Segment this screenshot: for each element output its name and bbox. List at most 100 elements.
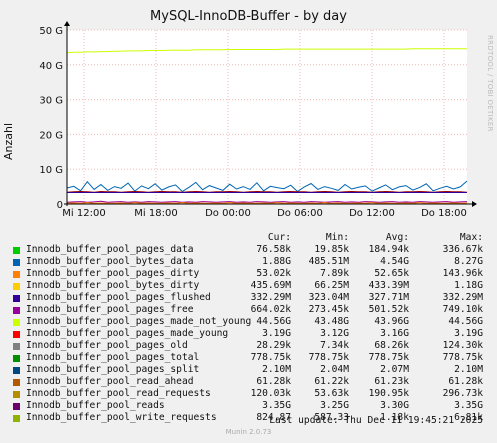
legend-cur: 3.35G (262, 400, 291, 411)
plot-background (67, 30, 467, 204)
legend-min: 7.89k (320, 268, 349, 279)
legend-cur: 664.02k (250, 304, 291, 315)
legend-swatch (13, 283, 20, 290)
x-tick-label: Do 12:00 (349, 208, 395, 219)
legend-row: Innodb_buffer_pool_pages_made_not_young 4… (0, 316, 497, 328)
legend-name: Innodb_buffer_pool_bytes_data (26, 256, 194, 267)
legend-cur: 120.03k (250, 388, 291, 399)
legend-avg: 433.39M (368, 280, 409, 291)
legend-cur: 3.19G (262, 328, 291, 339)
legend-row: Innodb_buffer_pool_write_requests 824.87 5… (0, 412, 497, 424)
y-tick-label: 50 G (39, 26, 63, 37)
x-tick-labels: Mi 12:00 Mi 18:00 Do 00:00 Do 06:00 Do 12:00… (62, 208, 467, 219)
x-tick-label: Do 18:00 (421, 208, 467, 219)
legend-min: 3.25G (320, 400, 349, 411)
legend-row: Innodb_buffer_pool_reads 3.35G 3.25G 3.30G 3… (0, 400, 497, 412)
legend-avg: 1.18k (380, 412, 409, 423)
legend-max: 143.96k (442, 268, 483, 279)
legend-row: Innodb_buffer_pool_pages_flushed 332.29M 3… (0, 292, 497, 304)
legend-max: 749.10k (442, 304, 483, 315)
legend-name: Innodb_buffer_pool_pages_dirty (26, 268, 200, 279)
header-min: Min: (325, 232, 349, 243)
legend-min: 323.04M (308, 292, 349, 303)
series-lines (66, 48, 468, 204)
legend-min: 2.04M (320, 364, 349, 375)
y-tick-labels: 0 10 G 20 G 30 G 40 G 50 G (39, 26, 63, 211)
legend-max: 778.75k (442, 352, 483, 363)
legend-swatch (13, 247, 20, 254)
legend-max: 61.28k (448, 376, 483, 387)
x-tick-label: Do 06:00 (277, 208, 323, 219)
rrdtool-watermark: RRDTOOL / TOBI OETIKER (486, 35, 494, 132)
legend-avg: 4.54G (380, 256, 409, 267)
legend-avg: 501.52k (368, 304, 409, 315)
legend-row: Innodb_buffer_pool_read_ahead 61.28k 61.22… (0, 376, 497, 388)
legend-table: Cur: Min: Avg: Max: Innodb_buffer_pool_p… (0, 232, 497, 424)
legend-max: 1.18G (454, 280, 483, 291)
legend-name: Innodb_buffer_pool_pages_old (26, 340, 188, 351)
legend-swatch (13, 295, 20, 302)
series-line (66, 202, 468, 204)
legend-name: Innodb_buffer_pool_reads (26, 400, 165, 411)
y-tick-label: 20 G (39, 130, 63, 141)
legend-max: 3.19G (454, 328, 483, 339)
y-tick-label: 30 G (39, 96, 63, 107)
legend-avg: 61.23k (374, 376, 409, 387)
legend-min: 66.25M (314, 280, 349, 291)
plot-area: 0 10 G 20 G 30 G 40 G 50 G Mi 12:00 Mi 18:00 Do… (39, 21, 477, 219)
legend-cur: 435.69M (250, 280, 291, 291)
series-line (66, 200, 468, 203)
legend-cur: 53.02k (256, 268, 291, 279)
series-line (66, 180, 468, 193)
legend-max: 44.56G (448, 316, 483, 327)
header-cur: Cur: (267, 232, 291, 243)
chart-title: MySQL-InnoDB-Buffer - by day (150, 9, 347, 24)
legend-min: 43.48G (314, 316, 349, 327)
legend-cur: 1.88G (262, 256, 291, 267)
legend-avg: 190.95k (368, 388, 409, 399)
legend-avg: 3.16G (380, 328, 409, 339)
y-tick-label: 0 (57, 200, 63, 211)
munin-version: Munin 2.0.73 (225, 428, 272, 436)
y-tick-label: 40 G (39, 61, 63, 72)
legend-max: 3.35G (454, 400, 483, 411)
legend-name: Innodb_buffer_pool_pages_made_not_young (26, 316, 252, 327)
legend-swatch (13, 391, 20, 398)
legend-avg: 2.07M (380, 364, 409, 375)
legend-cur: 61.28k (256, 376, 291, 387)
legend-header: Cur: Min: Avg: Max: (0, 232, 497, 244)
legend-row: Innodb_buffer_pool_pages_free 664.02k 273.… (0, 304, 497, 316)
x-tick-label: Do 00:00 (205, 208, 251, 219)
legend-max: 332.29M (442, 292, 483, 303)
legend-swatch (13, 307, 20, 314)
legend-swatch (13, 367, 20, 374)
last-update: Last update: Thu Dec 11 19:45:21 2025 (269, 415, 483, 426)
legend-avg: 184.94k (368, 244, 409, 255)
legend-row: Innodb_buffer_pool_read_requests 120.03k 5… (0, 388, 497, 400)
legend-name: Innodb_buffer_pool_pages_free (26, 304, 194, 315)
legend-swatch (13, 415, 20, 422)
legend-max: 6.81k (454, 412, 483, 423)
legend-swatch (13, 259, 20, 266)
header-max: Max: (459, 232, 483, 243)
legend-row: Innodb_buffer_pool_pages_total 778.75k 778… (0, 352, 497, 364)
legend-row: Innodb_buffer_pool_pages_dirty 53.02k 7.89… (0, 268, 497, 280)
legend-name: Innodb_buffer_pool_write_requests (26, 412, 217, 423)
legend-cur: 332.29M (250, 292, 291, 303)
y-tick-label: 10 G (39, 165, 63, 176)
legend-row: Innodb_buffer_pool_pages_old 28.29k 7.34k 6… (0, 340, 497, 352)
legend-min: 61.22k (314, 376, 349, 387)
legend-name: Innodb_buffer_pool_read_ahead (26, 376, 194, 387)
legend-avg: 52.65k (374, 268, 409, 279)
legend-name: Innodb_buffer_pool_pages_made_young (26, 328, 229, 339)
legend-min: 53.63k (314, 388, 349, 399)
legend-name: Innodb_buffer_pool_read_requests (26, 388, 211, 399)
legend-min: 3.12G (320, 328, 349, 339)
legend-rows: Innodb_buffer_pool_pages_data 76.58k 19.85… (0, 244, 497, 424)
legend-min: 7.34k (320, 340, 349, 351)
legend-avg: 3.30G (380, 400, 409, 411)
legend-name: Innodb_buffer_pool_bytes_dirty (26, 280, 200, 291)
x-tick-label: Mi 12:00 (62, 208, 105, 219)
legend-max: 336.67k (442, 244, 483, 255)
